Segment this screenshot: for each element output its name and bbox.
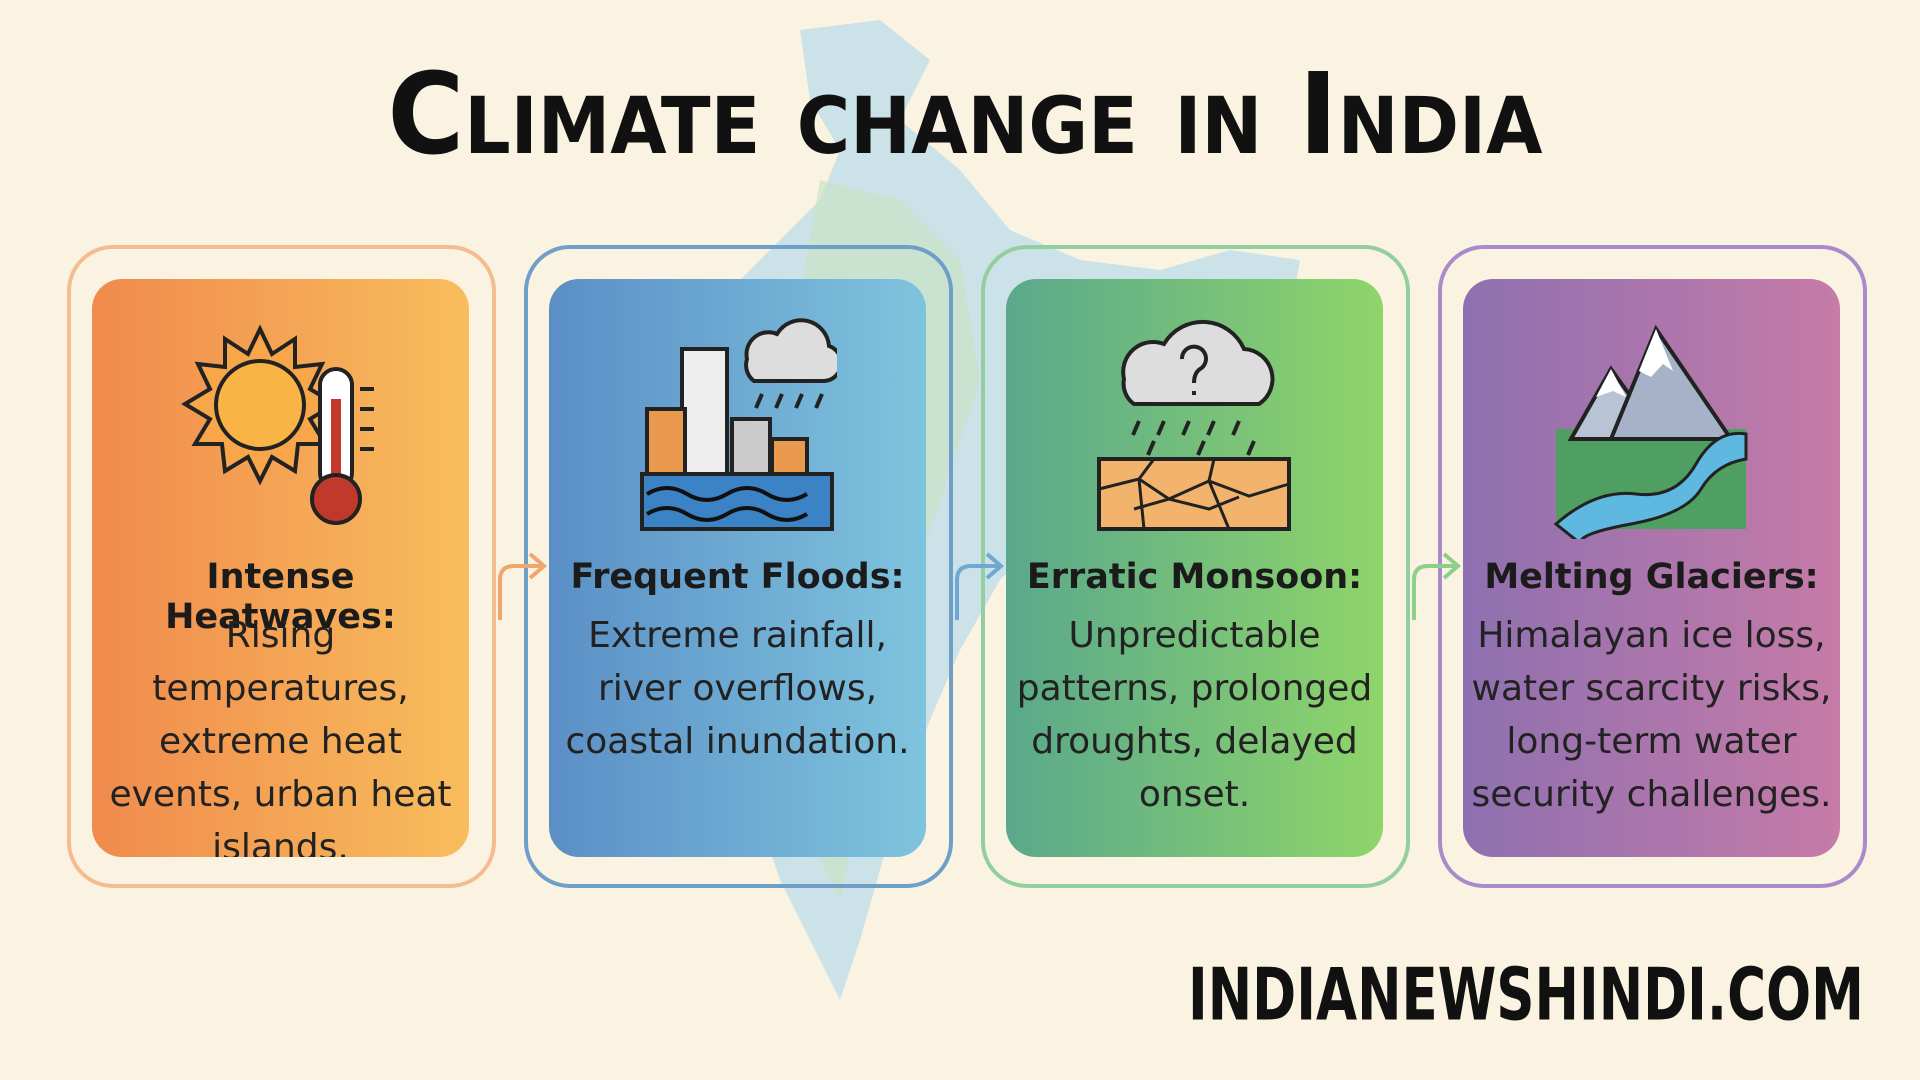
- card-heading: Melting Glaciers:: [1484, 557, 1819, 597]
- card: Intense Heatwaves: Rising temperatures, …: [92, 279, 469, 857]
- footer-brand: INDIANEWSHINDI.COM: [1188, 953, 1864, 1037]
- monsoon-icon: [1097, 320, 1291, 531]
- flood-icon: [640, 318, 837, 531]
- card: Melting Glaciers: Himalayan ice loss, wa…: [1463, 279, 1840, 857]
- card-outline: [67, 245, 496, 888]
- heatwave-icon: [181, 324, 374, 525]
- card-body: Unpredictable patterns, prolonged drough…: [1016, 615, 1373, 815]
- card-heading: Erratic Monsoon:: [1026, 557, 1363, 597]
- card-heading: Frequent Floods:: [570, 557, 905, 597]
- title: Climate change in India: [388, 50, 1543, 180]
- card-body: Rising temperatures, extreme heat events…: [109, 615, 452, 857]
- glacier-icon: [1553, 324, 1748, 539]
- card-heading: Intense Heatwaves:: [165, 557, 396, 637]
- card-body: Himalayan ice loss, water scarcity risks…: [1471, 615, 1832, 815]
- card: Erratic Monsoon: Unpredictable patterns,…: [1006, 279, 1383, 857]
- card: Frequent Floods: Extreme rainfall, river…: [549, 279, 926, 857]
- card-body: Extreme rainfall, river overflows, coast…: [565, 615, 910, 762]
